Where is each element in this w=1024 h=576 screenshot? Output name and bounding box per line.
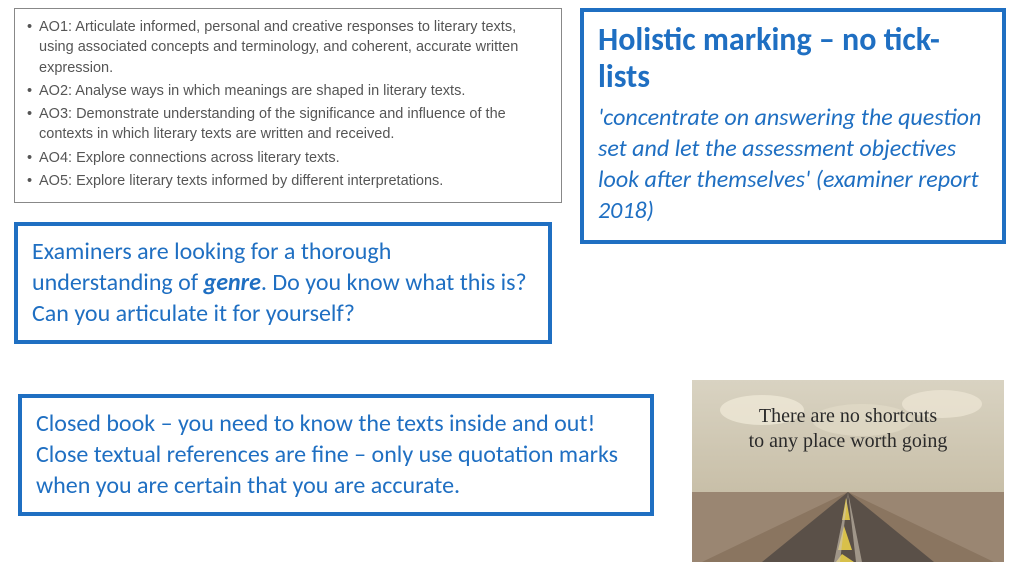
- holistic-box: Holistic marking – no tick-lists 'concen…: [580, 8, 1006, 244]
- ao-item: AO4: Explore connections across literary…: [21, 148, 551, 168]
- poster-text: There are no shortcuts to any place wort…: [692, 404, 1004, 454]
- poster-line1: There are no shortcuts: [759, 405, 937, 427]
- genre-em: genre: [204, 268, 261, 297]
- holistic-title: Holistic marking – no tick-lists: [598, 22, 988, 96]
- ao-list: AO1: Articulate informed, personal and c…: [21, 17, 551, 191]
- ao-item: AO2: Analyse ways in which meanings are …: [21, 81, 551, 101]
- motivational-poster: There are no shortcuts to any place wort…: [692, 380, 1004, 562]
- poster-line2: to any place worth going: [749, 430, 948, 452]
- ao-item: AO1: Articulate informed, personal and c…: [21, 17, 551, 78]
- closed-book-box: Closed book – you need to know the texts…: [18, 394, 654, 516]
- genre-box: Examiners are looking for a thorough und…: [14, 222, 552, 344]
- ao-item: AO5: Explore literary texts informed by …: [21, 171, 551, 191]
- assessment-objectives-box: AO1: Articulate informed, personal and c…: [14, 8, 562, 203]
- ao-item: AO3: Demonstrate understanding of the si…: [21, 104, 551, 145]
- holistic-body: 'concentrate on answering the question s…: [598, 102, 988, 227]
